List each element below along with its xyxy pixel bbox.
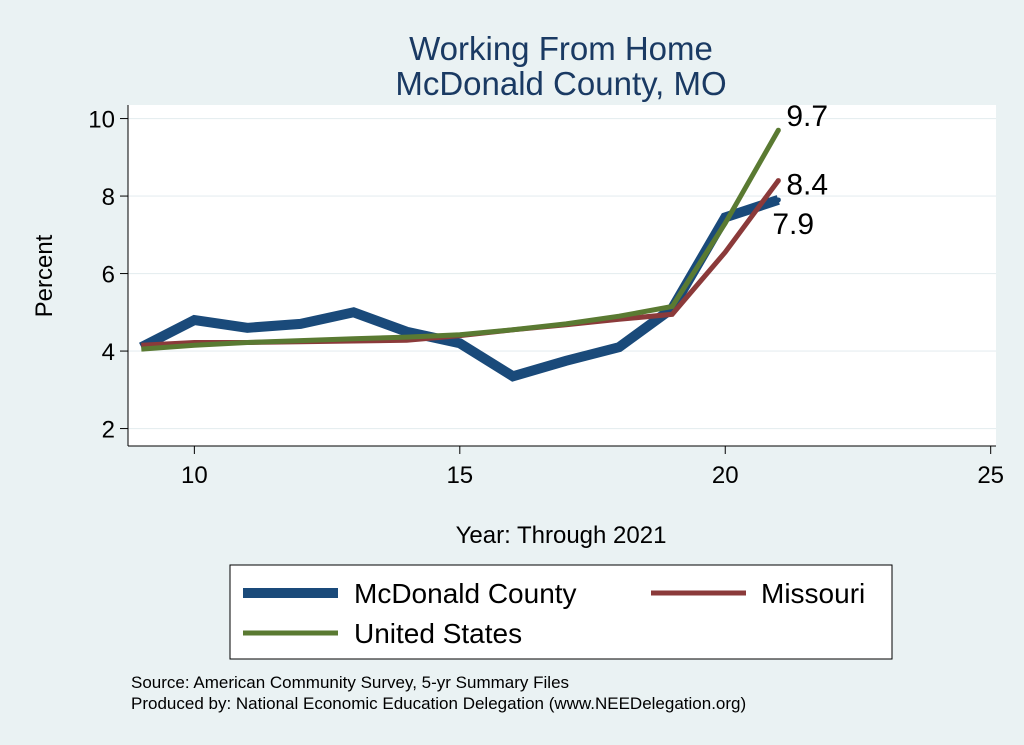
y-tick-label-8: 8 [102, 184, 115, 211]
y-tick-label-4: 4 [102, 339, 115, 366]
legend-label-united-states: United States [354, 618, 522, 649]
y-ticks: 2 4 6 8 10 [88, 107, 128, 444]
legend-label-mcdonald: McDonald County [354, 578, 577, 609]
end-labels: 7.9 8.4 9.7 [772, 100, 828, 241]
y-tick-label-10: 10 [88, 107, 115, 134]
source-note-line2: Produced by: National Economic Education… [131, 694, 746, 713]
legend-box [229, 564, 893, 660]
legend-item-missouri: Missouri [651, 578, 865, 609]
gridlines [128, 117, 996, 430]
series-line-united-states [141, 128, 781, 352]
end-label-mcdonald-county: 7.9 [772, 208, 814, 241]
end-marker-united-states [775, 127, 781, 133]
x-ticks: 10 15 20 25 [181, 446, 1004, 489]
x-tick-label-20: 20 [712, 462, 739, 489]
chart-title-line2: McDonald County, MO [395, 65, 726, 102]
legend-item-united-states: United States [243, 618, 522, 649]
y-tick-label-2: 2 [102, 417, 115, 444]
plot-area [128, 105, 996, 446]
axes [127, 105, 996, 447]
end-marker-mcdonald-county [775, 197, 781, 203]
x-tick-label-25: 25 [977, 462, 1004, 489]
x-tick-label-15: 15 [446, 462, 473, 489]
end-label-missouri: 8.4 [786, 169, 828, 202]
source-note-line1: Source: American Community Survey, 5-yr … [131, 673, 569, 692]
y-axis-title: Percent [31, 234, 58, 317]
legend-label-missouri: Missouri [761, 578, 865, 609]
legend-item-mcdonald: McDonald County [243, 578, 577, 609]
x-axis-title: Year: Through 2021 [456, 522, 667, 549]
end-label-united-states: 9.7 [786, 100, 828, 133]
end-marker-missouri [775, 178, 781, 184]
x-tick-label-10: 10 [181, 462, 208, 489]
series-lines [139, 128, 781, 382]
chart-title-line1: Working From Home [409, 30, 713, 67]
y-tick-label-6: 6 [102, 262, 115, 289]
